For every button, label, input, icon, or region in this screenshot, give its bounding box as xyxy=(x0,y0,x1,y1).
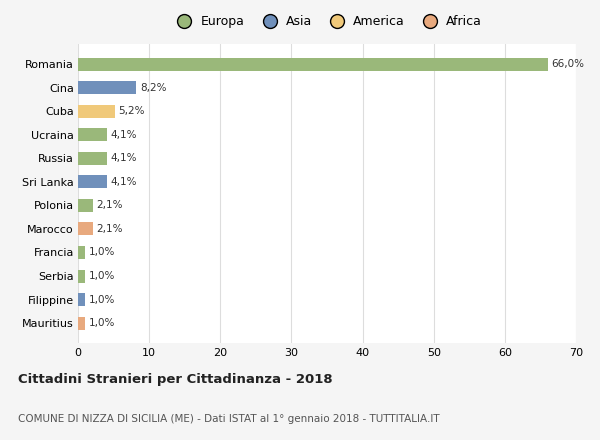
Bar xyxy=(78,128,107,141)
Bar xyxy=(78,223,93,235)
Bar xyxy=(78,293,85,306)
Bar xyxy=(78,270,85,282)
Text: COMUNE DI NIZZA DI SICILIA (ME) - Dati ISTAT al 1° gennaio 2018 - TUTTITALIA.IT: COMUNE DI NIZZA DI SICILIA (ME) - Dati I… xyxy=(18,414,440,425)
Text: 1,0%: 1,0% xyxy=(89,294,115,304)
Text: 4,1%: 4,1% xyxy=(111,130,137,140)
Text: 1,0%: 1,0% xyxy=(89,318,115,328)
Text: 4,1%: 4,1% xyxy=(111,177,137,187)
Bar xyxy=(78,152,107,165)
Bar xyxy=(78,199,93,212)
Text: 4,1%: 4,1% xyxy=(111,153,137,163)
Text: 1,0%: 1,0% xyxy=(89,247,115,257)
Bar xyxy=(78,58,548,70)
Bar xyxy=(78,176,107,188)
Bar xyxy=(78,105,115,117)
Bar xyxy=(78,246,85,259)
Legend: Europa, Asia, America, Africa: Europa, Asia, America, Africa xyxy=(168,11,486,32)
Text: 66,0%: 66,0% xyxy=(551,59,584,69)
Text: 8,2%: 8,2% xyxy=(140,83,166,93)
Text: 2,1%: 2,1% xyxy=(97,224,123,234)
Text: Cittadini Stranieri per Cittadinanza - 2018: Cittadini Stranieri per Cittadinanza - 2… xyxy=(18,373,332,386)
Bar xyxy=(78,317,85,330)
Bar xyxy=(78,81,136,94)
Text: 2,1%: 2,1% xyxy=(97,200,123,210)
Text: 1,0%: 1,0% xyxy=(89,271,115,281)
Text: 5,2%: 5,2% xyxy=(119,106,145,116)
